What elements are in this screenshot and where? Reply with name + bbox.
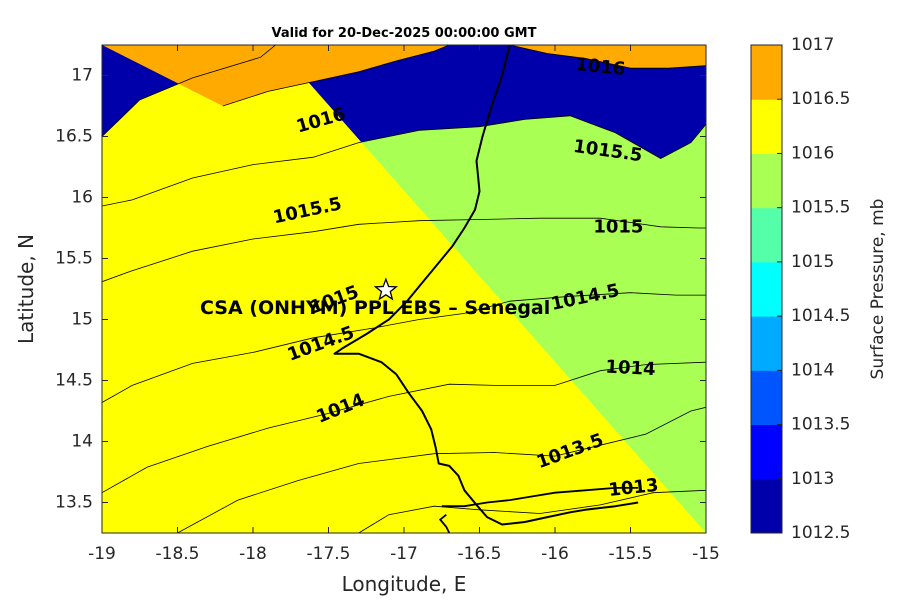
gambia-border: [441, 486, 639, 508]
colorbar-swatch-1016.5: [751, 45, 782, 100]
coastline: [333, 45, 639, 533]
colorbar-swatch-1014: [751, 316, 782, 371]
contour-line-1015.5: [102, 115, 706, 207]
band-1016: [102, 45, 450, 106]
colorbar-swatch-1015.5: [751, 153, 782, 209]
y-tick-label: 15.5: [55, 249, 93, 269]
y-tick-label: 15: [71, 310, 93, 330]
y-tick-label: 13.5: [55, 493, 93, 513]
contour-line-1016: [509, 45, 706, 69]
x-tick-label: -17: [390, 544, 418, 564]
x-tick-label: -19: [88, 544, 116, 564]
plot-area: [102, 45, 706, 533]
contour-label: 1013: [607, 475, 659, 501]
contour-line-1014: [102, 361, 706, 494]
y-tick-label: 14: [71, 432, 93, 452]
y-axis-label: Latitude, N: [14, 234, 38, 344]
contour-label: 1016: [574, 54, 626, 80]
colorbar-swatch-1016: [751, 99, 782, 154]
contour-lines: [102, 45, 706, 533]
colorbar-tick-label: 1013.5: [791, 415, 850, 435]
contour-line-1014.5: [102, 292, 706, 403]
colorbar-tick-label: 1014.5: [791, 306, 850, 326]
x-axis-ticks: -19 -18.5 -18 -17.5 -17 -16.5 -16 -15.5 -15: [88, 45, 720, 564]
x-axis-label: Longitude, E: [342, 572, 467, 596]
contour-label: 1014: [605, 357, 656, 381]
contour-line-1013.5: [177, 406, 706, 533]
colorbar-swatch-1014.5: [751, 261, 782, 317]
colorbar-tick-label: 1014: [791, 360, 834, 380]
x-tick-label: -16: [541, 544, 569, 564]
site-label: CSA (ONHYM) PPL EBS – Senegal: [200, 297, 550, 319]
band-1016-ne: [509, 45, 706, 69]
contour-line-1015: [102, 217, 706, 283]
colorbar-swatch-1013: [751, 424, 782, 480]
colorbar-tick-label: 1012.5: [791, 523, 850, 543]
site-star-marker: [373, 277, 399, 301]
colorbar: 1012.5 1013 1013.5 1014 1014.5 1015 1015.5 1016…: [750, 35, 850, 543]
x-tick-label: -18.5: [156, 544, 200, 564]
colorbar-label: Surface Pressure, mb: [868, 199, 888, 380]
casamance-border: [438, 513, 451, 533]
colorbar-tick-label: 1016.5: [791, 89, 850, 109]
site-layer: CSA (ONHYM) PPL EBS – Senegal: [200, 277, 550, 319]
x-tick-label: -15.5: [609, 544, 653, 564]
colorbar-tick-label: 1013: [791, 469, 834, 489]
contour-label: 1015: [593, 216, 643, 237]
y-tick-label: 16: [71, 188, 93, 208]
colorbar-tick-label: 1016: [791, 143, 834, 163]
contour-line-1013: [358, 489, 706, 533]
contour-line-1016: [102, 45, 276, 137]
colorbar-swatch-1012.5: [751, 478, 782, 534]
colorbar-swatch-1015: [751, 207, 782, 263]
pressure-fills: [102, 45, 706, 533]
x-tick-label: -18: [239, 544, 267, 564]
colorbar-frame: [750, 44, 783, 534]
y-tick-label: 14.5: [55, 371, 93, 391]
y-tick-label: 17: [71, 66, 93, 86]
y-axis-ticks: 13.5 14 14.5 15 15.5 16 16.5 17: [55, 66, 706, 513]
y-tick-label: 16.5: [55, 127, 93, 147]
colorbar-tick-label: 1017: [791, 35, 834, 55]
coastline-path: [333, 45, 639, 526]
x-tick-label: -16.5: [458, 544, 502, 564]
colorbar-tick-label: 1015: [791, 252, 834, 272]
contour-line-1016: [222, 45, 450, 107]
x-tick-label: -15: [692, 544, 720, 564]
colorbar-swatch-1013.5: [751, 370, 782, 426]
chart-title: Valid for 20-Dec-2025 00:00:00 GMT: [272, 26, 537, 41]
x-tick-label: -17.5: [307, 544, 351, 564]
band-1016: [102, 45, 706, 533]
colorbar-tick-label: 1015.5: [791, 198, 850, 218]
